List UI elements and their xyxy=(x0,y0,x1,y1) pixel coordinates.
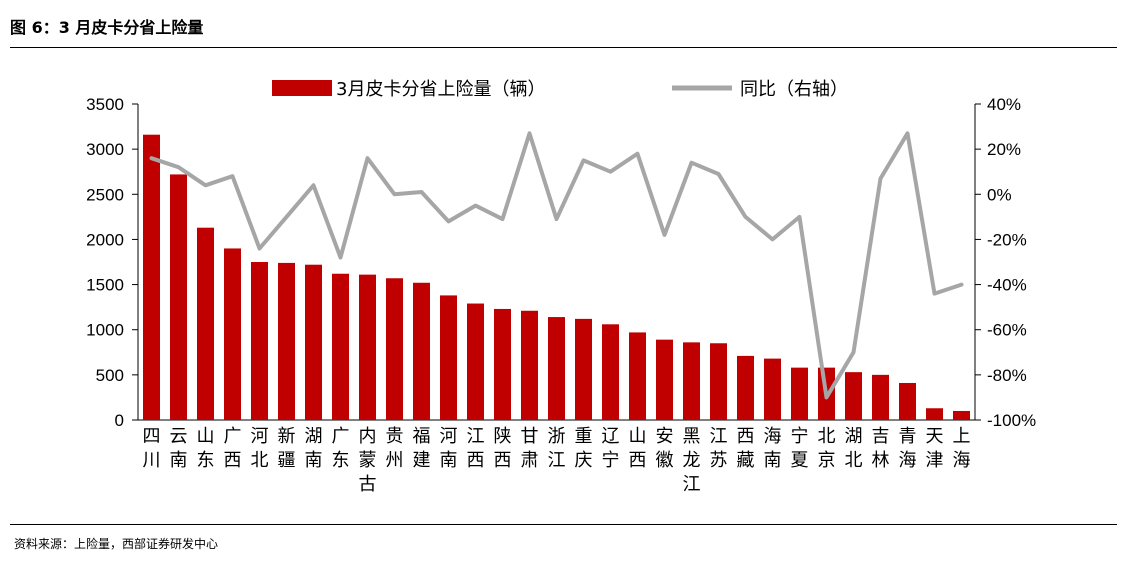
category-label: 新疆 xyxy=(278,426,296,471)
yoy-line xyxy=(149,131,964,400)
top-divider xyxy=(10,47,1117,48)
category-label: 黑龙江 xyxy=(683,426,701,495)
figure-title: 图 6：3 月皮卡分省上险量 xyxy=(10,18,204,37)
category-label: 宁夏 xyxy=(791,426,809,471)
y-right-tick-label: -40% xyxy=(987,276,1027,295)
bar xyxy=(764,358,781,420)
bar xyxy=(521,310,538,420)
category-label: 青海 xyxy=(899,426,917,471)
legend-line-label: 同比（右轴） xyxy=(740,79,848,100)
bar-series xyxy=(143,134,970,420)
bar xyxy=(629,332,646,420)
category-label: 吉林 xyxy=(872,426,890,471)
y-right-tick-label: 40% xyxy=(987,95,1021,114)
category-label: 上海 xyxy=(953,426,971,471)
category-label: 福建 xyxy=(413,426,431,471)
bar xyxy=(278,262,295,420)
y-right-tick-label: 20% xyxy=(987,140,1021,159)
legend-bar-label: 3月皮卡分省上险量（辆） xyxy=(336,79,545,100)
category-label: 贵州 xyxy=(386,426,404,471)
category-label: 江苏 xyxy=(710,426,728,471)
line-series xyxy=(149,131,964,400)
bar xyxy=(224,248,241,420)
category-label: 重庆 xyxy=(575,426,593,471)
bottom-divider xyxy=(10,524,1117,525)
bar xyxy=(602,324,619,420)
y-left-tick-label: 1000 xyxy=(86,321,124,340)
bar xyxy=(440,295,457,420)
bar xyxy=(548,317,565,420)
legend-bar-swatch xyxy=(272,80,332,96)
category-label: 安徽 xyxy=(656,426,674,471)
bar xyxy=(170,174,187,420)
y-left-tick-label: 3500 xyxy=(86,95,124,114)
legend: 3月皮卡分省上险量（辆） 同比（右轴） xyxy=(272,79,848,100)
y-right-tick-label: -80% xyxy=(987,366,1027,385)
category-label: 湖南 xyxy=(305,426,323,471)
category-label: 西藏 xyxy=(737,426,755,471)
category-label: 河南 xyxy=(440,426,458,471)
bar xyxy=(575,318,592,420)
bar xyxy=(926,408,943,420)
bar xyxy=(494,308,511,420)
chart: 3月皮卡分省上险量（辆） 同比（右轴） 0 500 1000 1500 2000 2500… xyxy=(86,79,1036,495)
category-label: 广东 xyxy=(332,426,350,471)
bar xyxy=(953,410,970,420)
bar xyxy=(737,355,754,420)
bar xyxy=(656,339,673,420)
category-label: 北京 xyxy=(818,426,836,471)
bar xyxy=(143,134,160,420)
y-right-tick-label: -100% xyxy=(987,411,1036,430)
category-label: 山西 xyxy=(629,426,647,471)
category-label: 海南 xyxy=(764,426,782,471)
y-left-tick-label: 3000 xyxy=(86,140,124,159)
source-note: 资料来源：上险量，西部证券研发中心 xyxy=(14,537,219,551)
bar xyxy=(683,342,700,420)
category-label: 内蒙古 xyxy=(359,426,377,495)
bar xyxy=(251,262,268,420)
y-left-tick-label: 2000 xyxy=(86,230,124,249)
category-label: 江西 xyxy=(467,426,485,471)
axes: 0 500 1000 1500 2000 2500 3000 3500 -100% -80% -60… xyxy=(86,95,1036,430)
bar xyxy=(467,303,484,420)
category-label: 甘肃 xyxy=(521,426,539,471)
category-labels: 四川云南山东广西河北新疆湖南广东内蒙古贵州福建河南江西陕西甘肃浙江重庆辽宁山西安… xyxy=(143,426,971,495)
bar xyxy=(305,264,322,420)
bar xyxy=(791,367,808,420)
category-label: 湖北 xyxy=(845,426,863,471)
category-label: 辽宁 xyxy=(602,426,620,471)
bar xyxy=(386,278,403,420)
category-label: 河北 xyxy=(251,426,269,471)
bar xyxy=(899,382,916,420)
y-right-tick-label: -20% xyxy=(987,230,1027,249)
bar xyxy=(332,273,349,420)
category-label: 浙江 xyxy=(548,426,566,471)
bar xyxy=(872,374,889,420)
y-left-tick-label: 0 xyxy=(115,411,124,430)
y-left-tick-label: 2500 xyxy=(86,185,124,204)
bar xyxy=(197,227,214,420)
category-label: 天津 xyxy=(926,426,944,471)
category-label: 云南 xyxy=(170,426,188,471)
category-label: 山东 xyxy=(197,426,215,471)
bar xyxy=(845,372,862,420)
y-left-tick-label: 1500 xyxy=(86,276,124,295)
category-label: 陕西 xyxy=(494,426,512,471)
bar xyxy=(710,343,727,420)
category-label: 四川 xyxy=(143,426,161,471)
y-right-tick-label: -60% xyxy=(987,321,1027,340)
y-left-tick-label: 500 xyxy=(96,366,124,385)
category-label: 广西 xyxy=(224,426,242,471)
y-right-tick-label: 0% xyxy=(987,185,1012,204)
bar xyxy=(413,282,430,420)
bar xyxy=(359,274,376,420)
